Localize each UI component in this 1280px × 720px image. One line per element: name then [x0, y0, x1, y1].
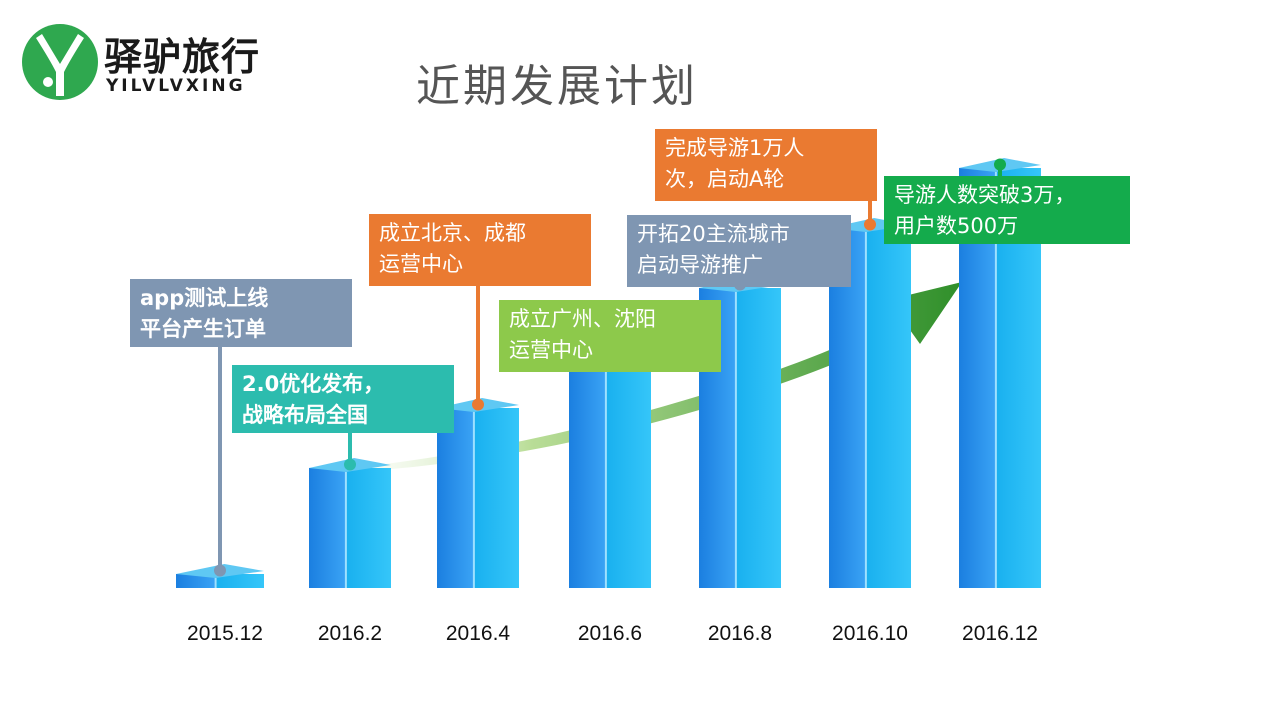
bar	[829, 218, 911, 588]
bar	[176, 564, 264, 588]
milestone-dot	[472, 398, 484, 411]
milestone-box: app测试上线 平台产生订单	[130, 279, 352, 347]
milestone-text: 完成导游1万人	[665, 136, 805, 160]
logo-name-en: YILVLVXING	[106, 76, 246, 96]
milestone-text: 用户数500万	[894, 214, 1019, 238]
milestone-text: 运营中心	[379, 252, 463, 276]
milestone-text: 运营中心	[509, 338, 593, 362]
x-tick-label: 2016.4	[445, 622, 511, 645]
milestone-box: 开拓20主流城市 启动导游推广	[627, 215, 851, 287]
milestone-dot	[344, 458, 356, 471]
milestone-dot	[214, 564, 226, 577]
x-tick-label: 2016.2	[317, 622, 383, 645]
milestone-text: 成立北京、成都	[379, 221, 526, 245]
milestone-dot	[994, 158, 1006, 171]
x-tick-label: 2016.6	[577, 622, 643, 645]
milestone-text: 成立广州、沈阳	[509, 307, 656, 331]
milestone-box: 成立广州、沈阳 运营中心	[499, 300, 721, 372]
bar	[699, 278, 781, 588]
milestone-text: 战略布局全国	[242, 403, 368, 427]
logo: 驿驴旅行 YILVLVXING	[20, 20, 290, 104]
x-tick-label: 2016.12	[962, 622, 1038, 645]
milestone-text: 次，启动A轮	[665, 167, 785, 191]
milestone-text: 开拓20主流城市	[637, 222, 790, 246]
milestone-box: 2.0优化发布， 战略布局全国	[232, 365, 454, 433]
milestone-text: 平台产生订单	[140, 317, 266, 341]
logo-name-cn: 驿驴旅行	[104, 35, 261, 79]
milestone-text: app测试上线	[140, 286, 269, 310]
page-title: 近期发展计划	[416, 61, 698, 112]
bar	[569, 338, 651, 588]
milestone-dot	[864, 218, 876, 231]
bar	[309, 458, 391, 588]
logo-icon	[22, 24, 98, 100]
milestone-box: 导游人数突破3万， 用户数500万	[884, 176, 1130, 244]
x-tick-label: 2016.10	[832, 622, 908, 645]
x-tick-label: 2016.8	[707, 622, 773, 645]
milestone-box: 成立北京、成都 运营中心	[369, 214, 591, 286]
x-tick-label: 2015.12	[187, 622, 263, 645]
milestone-text: 启动导游推广	[637, 253, 763, 277]
milestone-text: 2.0优化发布，	[242, 372, 385, 396]
milestone-box: 完成导游1万人 次，启动A轮	[655, 129, 877, 201]
bar	[437, 398, 519, 588]
milestone-text: 导游人数突破3万，	[894, 183, 1076, 207]
